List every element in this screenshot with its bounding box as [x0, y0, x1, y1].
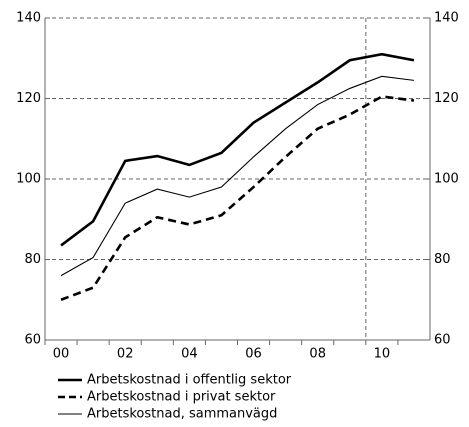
x-tick-label: 08 — [309, 347, 326, 362]
legend-label: Arbetskostnad, sammanvägd — [87, 407, 277, 422]
y-tick-label: 140 — [16, 11, 41, 26]
x-tick-label: 02 — [117, 347, 134, 362]
y-tick-label: 60 — [24, 333, 41, 348]
x-tick-label: 10 — [374, 347, 391, 362]
y2-tick-label: 80 — [434, 252, 451, 267]
y2-tick-label: 120 — [434, 91, 459, 106]
legend-label: Arbetskostnad i privat sektor — [87, 390, 276, 405]
y2-tick-label: 140 — [434, 11, 459, 26]
x-tick-label: 04 — [181, 347, 198, 362]
y-tick-label: 120 — [16, 91, 41, 106]
y2-tick-label: 60 — [434, 333, 451, 348]
x-tick-label: 00 — [53, 347, 70, 362]
legend-label: Arbetskostnad i offentlig sektor — [87, 373, 292, 388]
series-line — [60, 52, 415, 247]
x-tick-label: 06 — [245, 347, 262, 362]
y-tick-label: 100 — [16, 172, 41, 187]
y2-tick-label: 100 — [434, 172, 459, 187]
series-line — [60, 95, 415, 301]
series-line — [60, 75, 415, 277]
y-tick-label: 80 — [24, 252, 41, 267]
